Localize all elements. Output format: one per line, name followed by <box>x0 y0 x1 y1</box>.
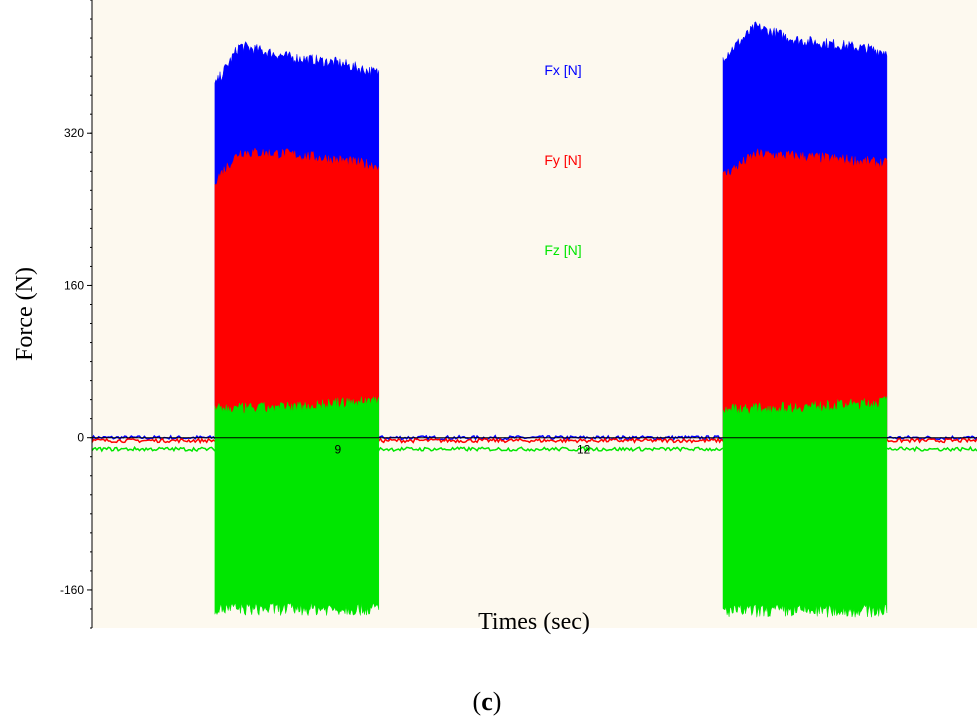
panel-label-close: ) <box>493 687 502 716</box>
burst-2 <box>722 396 888 618</box>
burst-1 <box>214 395 380 617</box>
panel-label: (c) <box>473 687 502 716</box>
y-axis-title: Force (N) <box>12 267 38 361</box>
burst-1 <box>214 147 380 438</box>
series-layer <box>91 21 977 618</box>
y-tick-label: 160 <box>64 278 84 292</box>
x-tick-label: 12 <box>577 443 591 457</box>
x-axis-title: Times (sec) <box>478 609 590 635</box>
panel-label-letter: c <box>481 687 493 716</box>
y-tick-label: 320 <box>64 126 84 140</box>
x-tick-label: 9 <box>334 443 341 457</box>
x-ticks: 9 12 <box>334 443 590 457</box>
y-tick-label: -160 <box>60 583 84 597</box>
series-fz <box>91 395 977 618</box>
legend-entry-fx: Fx [N] <box>544 62 581 78</box>
burst-2 <box>722 148 888 438</box>
panel-label-open: ( <box>473 687 482 716</box>
legend: Fx [N] Fy [N] Fz [N] <box>544 62 581 258</box>
y-ticks: -160 0 160 320 <box>60 0 92 629</box>
legend-entry-fy: Fy [N] <box>544 152 581 168</box>
legend-entry-fz: Fz [N] <box>544 242 581 258</box>
y-tick-label: 0 <box>77 431 84 445</box>
